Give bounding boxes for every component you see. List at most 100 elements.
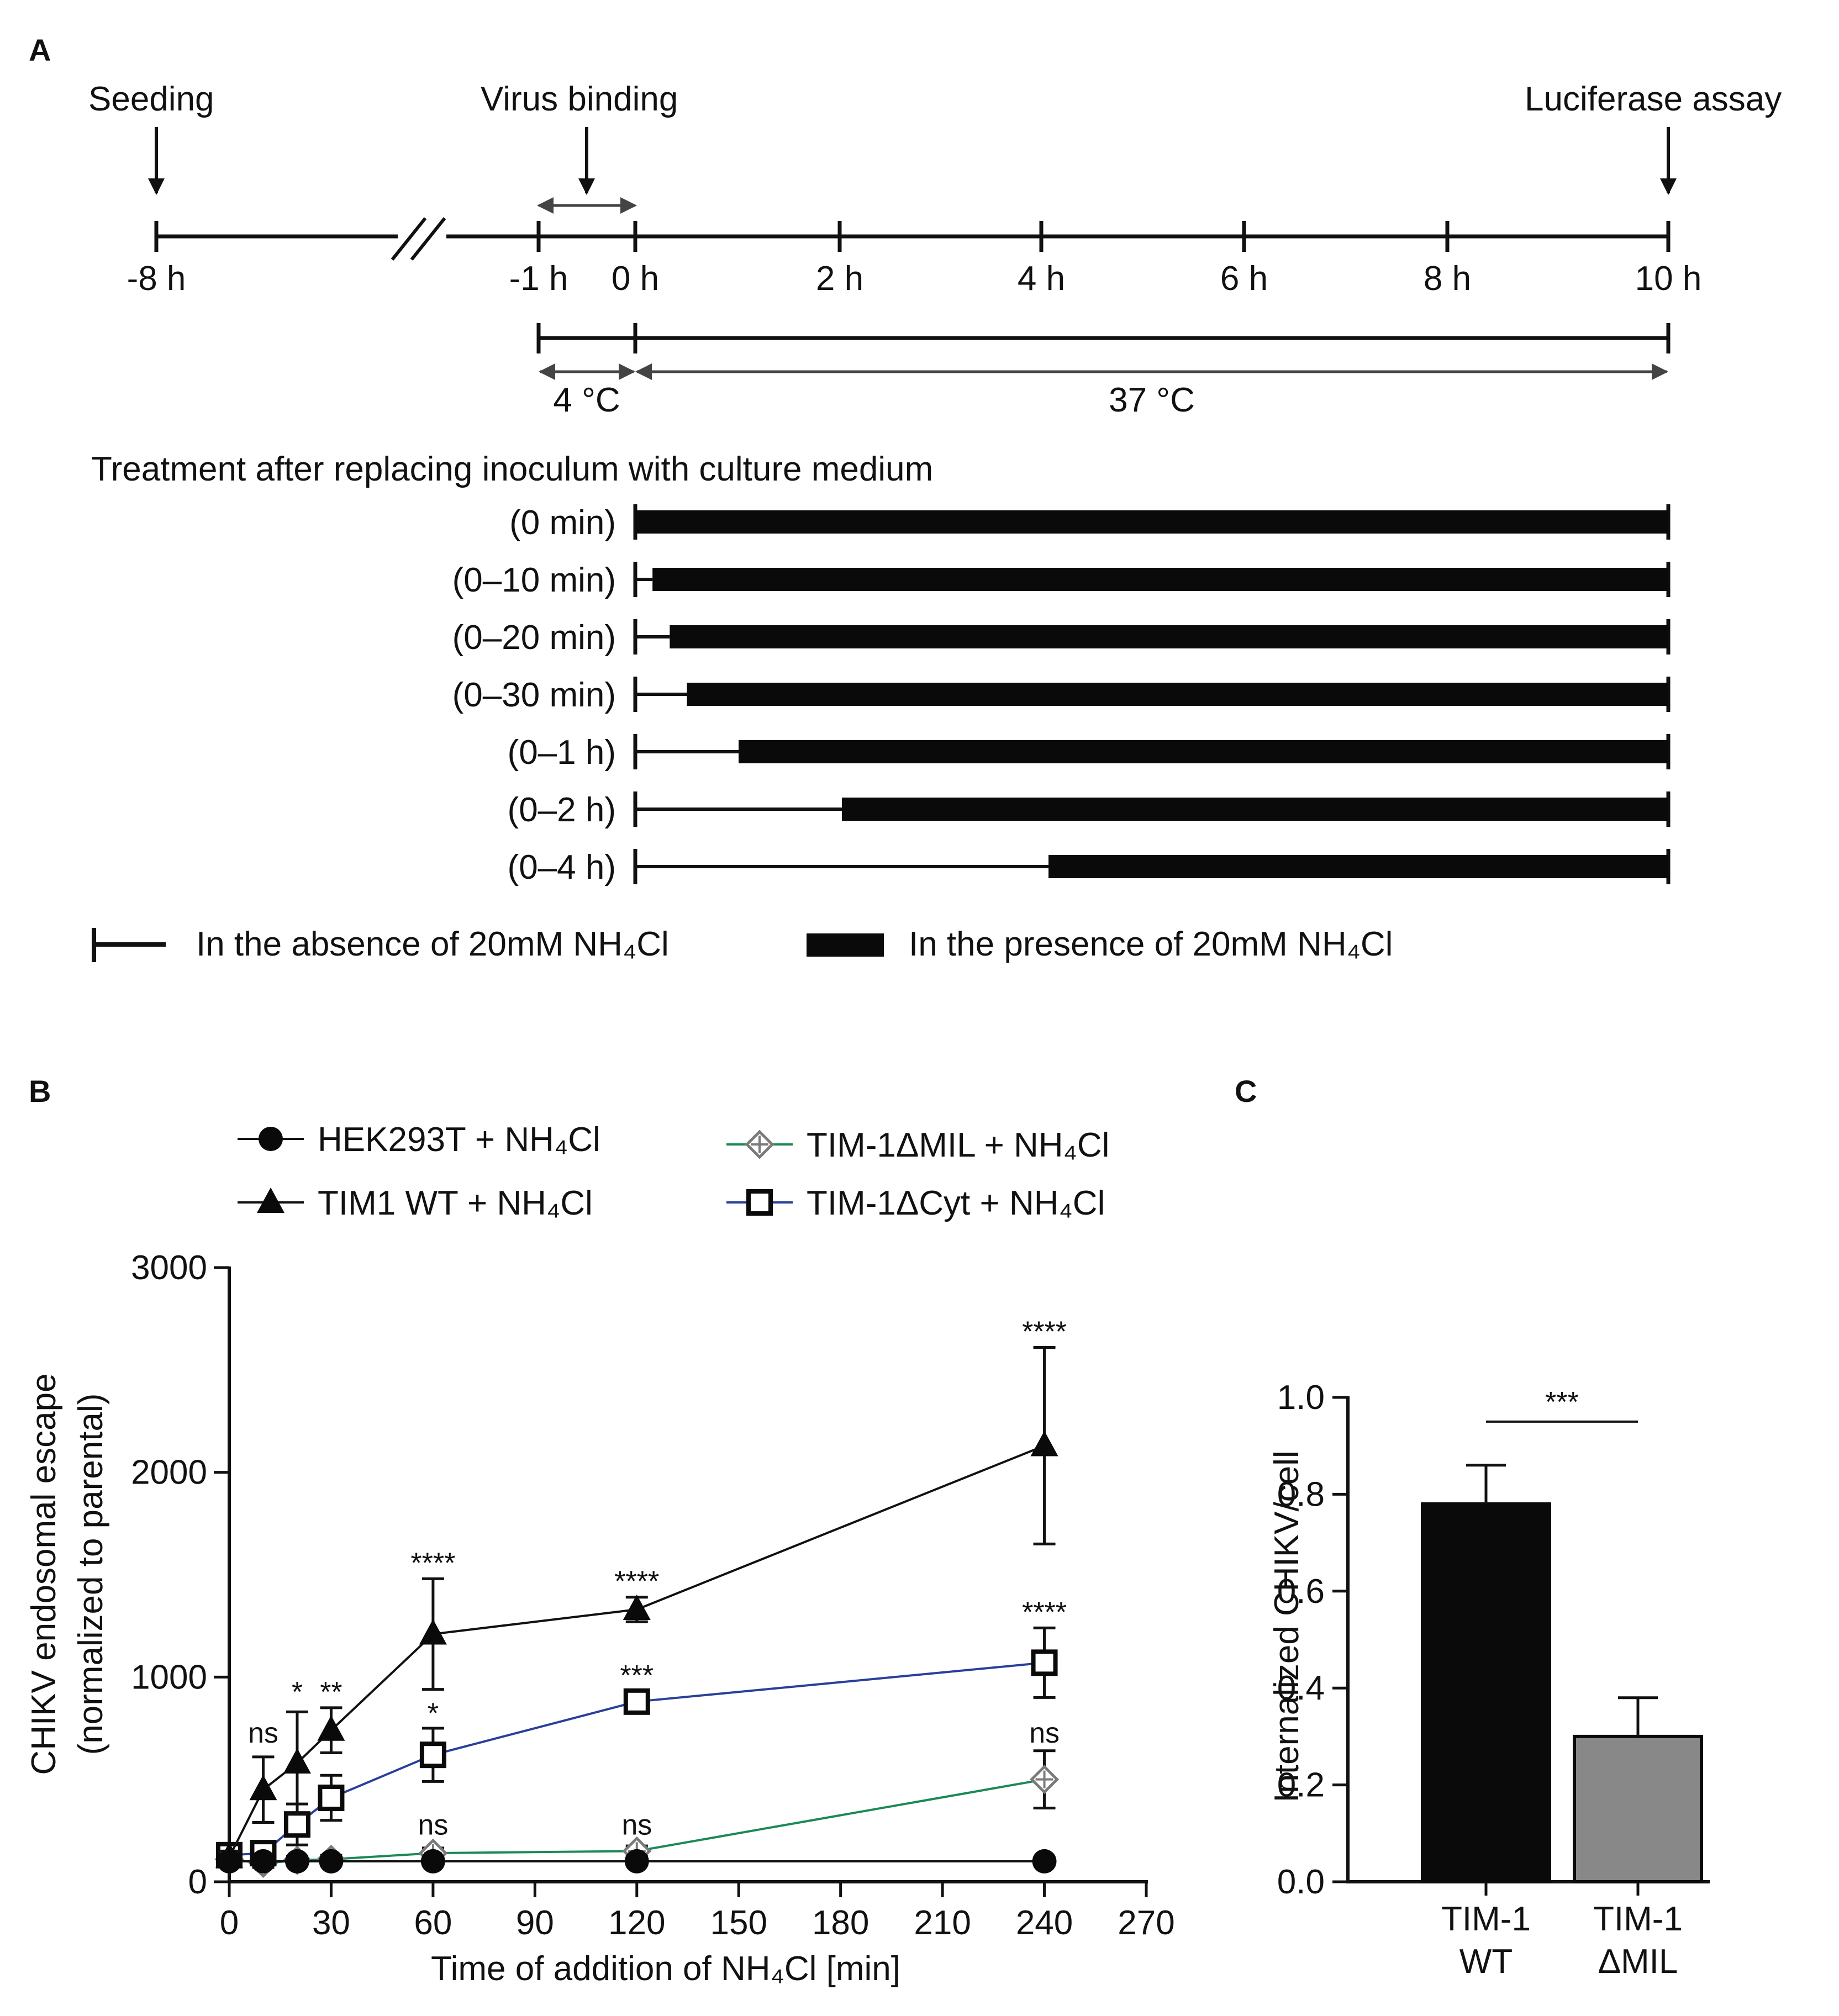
treatment-title: Treatment after replacing inoculum with … bbox=[91, 450, 933, 488]
treatment-label: (0–2 h) bbox=[508, 791, 616, 829]
panel-b-significance-label: ns bbox=[621, 1809, 652, 1841]
seeding-label: Seeding bbox=[88, 80, 214, 118]
panel-c-y-tick-label: 0.2 bbox=[1277, 1766, 1325, 1804]
panel-b-x-tick-label: 180 bbox=[812, 1904, 869, 1942]
panel-b-significance-label: **** bbox=[410, 1547, 455, 1579]
panel-c-category-label-line1: TIM-1 bbox=[1441, 1900, 1531, 1938]
panel-b-y-tick-label: 2000 bbox=[131, 1454, 207, 1492]
panel-b-data-point bbox=[419, 1741, 446, 1769]
panel-b-x-tick-label: 270 bbox=[1118, 1904, 1174, 1942]
panel-b-series bbox=[214, 1346, 1060, 1878]
treatment-label: (0–20 min) bbox=[452, 619, 616, 657]
panel-a-timeline: A Seeding Virus binding Luciferase assay… bbox=[29, 33, 1782, 963]
panel-b-data-point bbox=[251, 1849, 276, 1873]
panel-c-y-axis-title: Internalized CHIKV/cell bbox=[1268, 1450, 1306, 1803]
timeline-tick-label: 2 h bbox=[816, 260, 863, 298]
treatment-label: (0–30 min) bbox=[452, 676, 616, 714]
panel-b-series-circle bbox=[217, 1849, 1057, 1873]
legend-presence-bar bbox=[807, 933, 884, 957]
axis-break-mark-1 bbox=[391, 217, 427, 261]
panel-c-axes: 0.0 0.2 0.4 0.6 0.8 1.0 bbox=[1277, 1379, 1710, 1901]
panel-b-data-point bbox=[1031, 1649, 1058, 1676]
panel-b-data-point bbox=[217, 1849, 241, 1873]
panel-b-significance-label: ns bbox=[1029, 1717, 1060, 1749]
panel-b-x-tick-label: 90 bbox=[516, 1904, 554, 1942]
treatment-label: (0–4 h) bbox=[508, 848, 616, 886]
panel-b-significance-label: ns bbox=[248, 1717, 278, 1749]
panel-b-significance-label: * bbox=[428, 1698, 439, 1730]
panel-b-significance-label: * bbox=[292, 1676, 303, 1708]
virus-binding-label: Virus binding bbox=[481, 80, 678, 118]
timeline-tick-label: 8 h bbox=[1424, 260, 1471, 298]
panel-b-y-tick-label: 1000 bbox=[131, 1658, 207, 1696]
panel-b-significance-label: **** bbox=[614, 1566, 659, 1598]
panel-c-y-tick-label: 0.4 bbox=[1277, 1669, 1325, 1707]
treatment-presence-bar bbox=[652, 568, 1668, 591]
panel-b-y-tick-label: 0 bbox=[188, 1863, 207, 1901]
panel-c-bar bbox=[1421, 1502, 1551, 1883]
legend-label: TIM1 WT + NH₄Cl bbox=[318, 1184, 593, 1222]
panel-c-y-tick-label: 0.8 bbox=[1277, 1475, 1325, 1513]
timeline-tick-label: 4 h bbox=[1018, 260, 1065, 298]
legend-label: TIM-1ΔCyt + NH₄Cl bbox=[807, 1184, 1105, 1222]
panel-b-data-point bbox=[623, 1688, 650, 1715]
legend-marker-square bbox=[746, 1189, 773, 1216]
panel-b-significance-label: ** bbox=[320, 1676, 342, 1708]
panel-b-line-chart: B HEK293T + NH₄Cl TIM1 WT + NH₄Cl TIM-1ΔMI… bbox=[25, 1074, 1175, 1988]
axis-break-mark-2 bbox=[410, 217, 446, 261]
panel-c-category-label-line2: ΔMIL bbox=[1598, 1943, 1678, 1981]
timeline-tick-label: 10 h bbox=[1635, 260, 1702, 298]
panel-b-data-point bbox=[420, 1849, 445, 1873]
panel-b-x-tick-label: 120 bbox=[608, 1904, 665, 1942]
panel-b-data-point bbox=[317, 1715, 345, 1741]
treatment-presence-bar bbox=[635, 510, 1668, 534]
panel-c-y-tick-label: 1.0 bbox=[1277, 1379, 1325, 1417]
panel-b-legend: HEK293T + NH₄Cl TIM1 WT + NH₄Cl TIM-1ΔMIL … bbox=[238, 1121, 1109, 1222]
panel-b-data-point bbox=[249, 1775, 277, 1801]
panel-b-x-axis-title: Time of addition of NH₄Cl [min] bbox=[431, 1950, 900, 1988]
panel-b-x-tick-label: 30 bbox=[312, 1904, 350, 1942]
panel-c-significance-label: *** bbox=[1545, 1386, 1579, 1418]
panel-b-data-point bbox=[283, 1811, 310, 1838]
temp-37c-label: 37 °C bbox=[1109, 381, 1195, 419]
panel-a-letter: A bbox=[29, 33, 51, 67]
timeline-tick-label: 0 h bbox=[612, 260, 659, 298]
legend-marker-triangle bbox=[257, 1188, 284, 1213]
legend-label: TIM-1ΔMIL + NH₄Cl bbox=[807, 1126, 1109, 1164]
timeline-tick-label: -8 h bbox=[127, 260, 186, 298]
temp-4c-label: 4 °C bbox=[553, 381, 620, 419]
treatment-label: (0 min) bbox=[509, 504, 616, 542]
legend-absence-label: In the absence of 20mM NH₄Cl bbox=[196, 925, 669, 963]
panel-b-data-point bbox=[1030, 1431, 1058, 1456]
panel-b-x-tick-label: 240 bbox=[1016, 1904, 1073, 1942]
timeline-tick-label: 6 h bbox=[1220, 260, 1268, 298]
legend-presence-label: In the presence of 20mM NH₄Cl bbox=[909, 925, 1393, 963]
treatment-label: (0–10 min) bbox=[452, 561, 616, 599]
panel-b-data-point bbox=[284, 1849, 309, 1873]
timeline-tick-label: -1 h bbox=[509, 260, 568, 298]
panel-b-x-tick-label: 0 bbox=[220, 1904, 239, 1942]
panel-b-significance-label: **** bbox=[1022, 1316, 1067, 1348]
panel-b-data-point bbox=[623, 1595, 651, 1621]
panel-b-letter: B bbox=[29, 1074, 51, 1109]
panel-c-bar bbox=[1573, 1734, 1703, 1883]
panel-c-y-tick-label: 0.6 bbox=[1277, 1572, 1325, 1611]
legend-label: HEK293T + NH₄Cl bbox=[318, 1121, 600, 1159]
panel-b-x-tick-label: 210 bbox=[914, 1904, 971, 1942]
timeline-ticks: -8 h -1 h 0 h 2 h 4 h 6 h 8 h 10 h bbox=[127, 221, 1702, 298]
treatment-rows: (0 min) (0–10 min) (0–20 min) (0–30 min) (0–… bbox=[452, 504, 1671, 886]
panel-c-letter: C bbox=[1235, 1074, 1257, 1109]
treatment-presence-bar bbox=[1048, 855, 1668, 878]
panel-b-y-axis-title-line1: CHIKV endosomal escape bbox=[25, 1373, 63, 1775]
panel-c-category-label-line2: WT bbox=[1459, 1943, 1513, 1981]
treatment-presence-bar bbox=[739, 740, 1668, 763]
panel-b-data-point bbox=[624, 1849, 649, 1873]
panel-b-data-point bbox=[419, 1619, 447, 1645]
panel-b-data-point bbox=[1032, 1849, 1057, 1873]
panel-b-data-point bbox=[283, 1748, 311, 1774]
panel-b-axes: 0 30 60 90 120 150 180 210 240 270 0 1000 2000 3000 bbox=[131, 1249, 1175, 1942]
panel-c-category-label-line1: TIM-1 bbox=[1593, 1900, 1683, 1938]
panel-b-significance-label: *** bbox=[620, 1660, 654, 1692]
